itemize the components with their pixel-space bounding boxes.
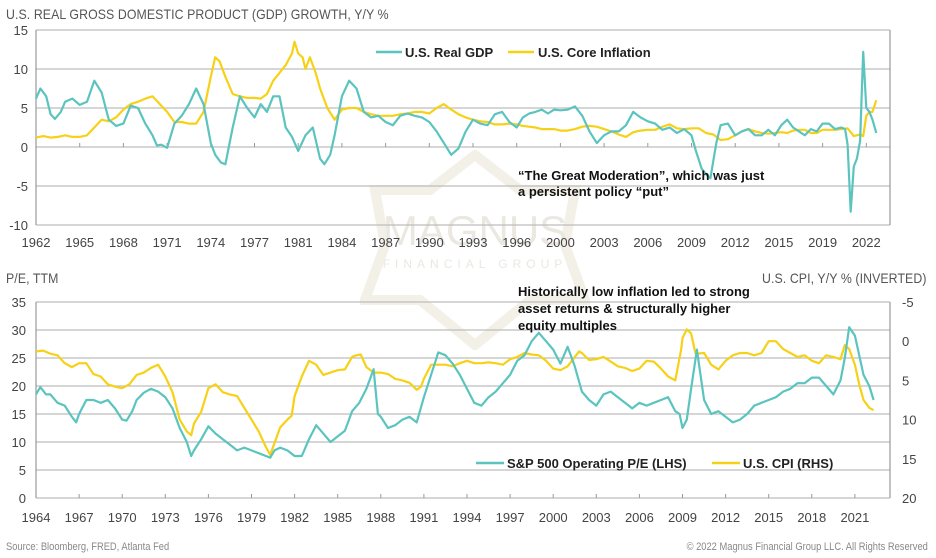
- bottom-left-y-tick-label: 15: [12, 407, 26, 422]
- bottom-right-y-tick-label: 0: [902, 334, 909, 349]
- bottom-left-y-axis-ticks: 35 30 25 20 15 10 5 0: [12, 295, 26, 506]
- top-gridlines: [35, 29, 891, 226]
- bottom-x-tick-label: 1982: [280, 510, 309, 525]
- bottom-x-tick-label: 1979: [237, 510, 266, 525]
- top-x-tick-label: 1968: [109, 235, 138, 250]
- bottom-x-tick-label: 2012: [711, 510, 740, 525]
- bottom-annotation-line3: equity multiples: [518, 318, 617, 333]
- bottom-right-y-tick-label: 20: [902, 491, 916, 506]
- bottom-x-tick-label: 2018: [797, 510, 826, 525]
- bottom-x-axis-ticks: 1964 1967 1970 1973 1976 1979 1982 1985 1988 1991…: [22, 494, 869, 525]
- bottom-x-tick-label: 2006: [625, 510, 654, 525]
- bottom-left-y-tick-label: 10: [12, 435, 26, 450]
- top-annotation-line2: a persistent policy “put”: [518, 184, 669, 199]
- bottom-x-tick-label: 1967: [65, 510, 94, 525]
- top-x-tick-label: 1971: [153, 235, 182, 250]
- bottom-right-y-axis-ticks: -5 0 5 10 15 20: [902, 295, 916, 506]
- bottom-x-tick-label: 1985: [323, 510, 352, 525]
- top-y-tick-label: 10: [14, 62, 28, 77]
- bottom-x-tick-label: 1976: [194, 510, 223, 525]
- bottom-legend: S&P 500 Operating P/E (LHS) U.S. CPI (RH…: [476, 456, 833, 471]
- bottom-left-y-tick-label: 30: [12, 323, 26, 338]
- top-x-tick-label: 1965: [65, 235, 94, 250]
- top-x-tick-label: 2015: [764, 235, 793, 250]
- bottom-x-tick-label: 2000: [539, 510, 568, 525]
- top-x-tick-label: 1974: [196, 235, 225, 250]
- top-annotation-line1: “The Great Moderation”, which was just: [518, 168, 765, 183]
- gdp-series-line: [34, 50, 878, 213]
- bottom-annotation-line2: asset returns & structurally higher: [518, 301, 730, 316]
- bottom-right-y-tick-label: -5: [902, 295, 914, 310]
- top-x-tick-label: 2012: [721, 235, 750, 250]
- bottom-x-tick-label: 1991: [409, 510, 438, 525]
- top-y-tick-label: 5: [21, 101, 28, 116]
- top-x-tick-label: 2006: [633, 235, 662, 250]
- top-x-tick-label: 2000: [546, 235, 575, 250]
- bottom-right-y-tick-label: 15: [902, 452, 916, 467]
- top-x-axis-ticks: 1962 1965 1968 1971 1974 1977 1981 1984 1987 1990…: [22, 143, 881, 250]
- top-x-tick-label: 2019: [808, 235, 837, 250]
- bottom-x-tick-label: 1970: [108, 510, 137, 525]
- legend-gdp-label: U.S. Real GDP: [405, 45, 493, 60]
- top-x-tick-label: 1962: [22, 235, 51, 250]
- top-x-tick-label: 1981: [284, 235, 313, 250]
- top-chart: 15 10 5 0 -5 -10 1962 1965 1968 1971 1974 1977 1981…: [9, 23, 891, 250]
- core-inflation-series-line: [35, 40, 878, 142]
- source-note: Source: Bloomberg, FRED, Atlanta Fed: [6, 541, 170, 553]
- bottom-annotation-line1: Historically low inflation led to strong: [518, 284, 750, 299]
- top-x-tick-label: 2009: [677, 235, 706, 250]
- bottom-x-tick-label: 1973: [151, 510, 180, 525]
- bottom-series: [35, 326, 875, 459]
- top-series: [34, 40, 878, 213]
- bottom-x-tick-label: 1997: [496, 510, 525, 525]
- bottom-left-y-tick-label: 5: [19, 463, 26, 478]
- top-chart-title: U.S. REAL GROSS DOMESTIC PRODUCT (GDP) G…: [6, 6, 389, 22]
- bottom-left-y-tick-label: 0: [19, 491, 26, 506]
- bottom-x-tick-label: 1988: [366, 510, 395, 525]
- copyright: © 2022 Magnus Financial Group LLC. All R…: [686, 541, 928, 553]
- bottom-x-tick-label: 1994: [453, 510, 482, 525]
- pe-series-line: [35, 326, 875, 459]
- bottom-x-tick-label: 2003: [582, 510, 611, 525]
- top-legend: U.S. Real GDP U.S. Core Inflation: [376, 45, 651, 60]
- top-x-tick-label: 1996: [502, 235, 531, 250]
- cpi-series-line: [35, 328, 875, 456]
- bottom-right-axis-title: U.S. CPI, Y/Y % (INVERTED): [762, 270, 927, 286]
- bottom-left-axis-title: P/E, TTM: [6, 270, 59, 286]
- top-y-tick-label: -5: [16, 179, 28, 194]
- top-x-tick-label: 1977: [240, 235, 269, 250]
- top-y-tick-label: 0: [21, 140, 28, 155]
- top-x-tick-label: 1990: [415, 235, 444, 250]
- top-y-axis-ticks: 15 10 5 0 -5 -10: [9, 23, 28, 233]
- top-x-tick-label: 1993: [459, 235, 488, 250]
- top-x-tick-label: 2003: [590, 235, 619, 250]
- bottom-x-tick-label: 2009: [668, 510, 697, 525]
- bottom-x-tick-label: 1964: [22, 510, 51, 525]
- bottom-x-tick-label: 2015: [754, 510, 783, 525]
- bottom-left-y-tick-label: 25: [12, 351, 26, 366]
- legend-inflation-label: U.S. Core Inflation: [538, 45, 651, 60]
- bottom-right-y-tick-label: 10: [902, 413, 916, 428]
- top-x-tick-label: 1984: [327, 235, 356, 250]
- bottom-x-tick-label: 2021: [840, 510, 869, 525]
- legend-pe-label: S&P 500 Operating P/E (LHS): [507, 456, 687, 471]
- bottom-left-y-tick-label: 35: [12, 295, 26, 310]
- legend-cpi-label: U.S. CPI (RHS): [743, 456, 833, 471]
- top-y-tick-label: 15: [14, 23, 28, 38]
- bottom-right-y-tick-label: 5: [902, 373, 909, 388]
- top-x-tick-label: 2022: [852, 235, 881, 250]
- top-y-tick-label: -10: [9, 218, 28, 233]
- top-x-tick-label: 1987: [371, 235, 400, 250]
- bottom-left-y-tick-label: 20: [12, 379, 26, 394]
